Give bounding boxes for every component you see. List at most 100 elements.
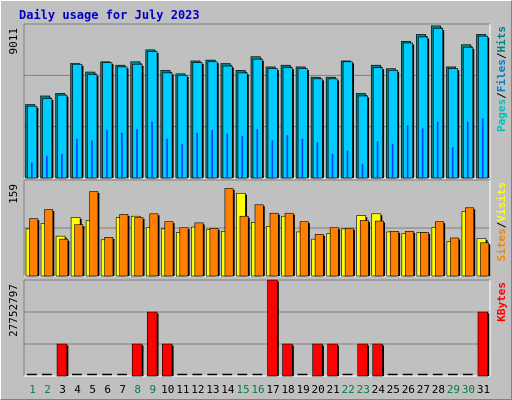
pages-bar bbox=[256, 129, 259, 178]
sites-bar bbox=[405, 231, 414, 277]
day-label: 27 bbox=[417, 383, 430, 396]
sites-bar bbox=[29, 218, 39, 277]
sites-bar bbox=[149, 213, 159, 277]
pages-bar bbox=[136, 129, 138, 178]
day-label: 11 bbox=[176, 383, 189, 396]
sites-bar bbox=[164, 221, 174, 277]
kbytes-bar bbox=[357, 343, 368, 377]
pages-bar bbox=[241, 136, 244, 178]
sites-bar bbox=[269, 212, 279, 277]
pages-bar bbox=[166, 138, 168, 178]
sites-bar bbox=[389, 231, 399, 277]
day-label: 9 bbox=[149, 383, 156, 396]
sites-bar bbox=[194, 222, 204, 277]
pages-bar bbox=[466, 121, 469, 178]
pages-bar bbox=[481, 118, 484, 178]
day-label: 14 bbox=[221, 383, 235, 396]
day-label: 13 bbox=[206, 383, 219, 396]
day-label: 23 bbox=[357, 383, 370, 396]
kbytes-bar bbox=[282, 343, 293, 377]
day-label: 10 bbox=[161, 383, 174, 396]
kbytes-panel-legend-item-0: KBytes bbox=[495, 282, 508, 322]
hits-panel-legend-item-2: Files bbox=[495, 59, 508, 92]
sites-bar bbox=[420, 232, 429, 277]
kbytes-bar bbox=[131, 343, 143, 377]
day-label: 6 bbox=[104, 383, 111, 396]
pages-bar bbox=[151, 121, 153, 178]
day-label: 3 bbox=[59, 383, 66, 396]
pages-bar bbox=[451, 147, 454, 178]
pages-bar bbox=[286, 135, 289, 178]
day-label: 12 bbox=[191, 383, 204, 396]
hits-panel-ymax-label: 9011 bbox=[7, 28, 20, 55]
pages-bar bbox=[316, 142, 319, 178]
kbytes-bar bbox=[146, 311, 158, 377]
sites-bar bbox=[89, 191, 99, 277]
pages-bar bbox=[31, 162, 33, 178]
hits-panel-legend: Pages/Files/Hits bbox=[495, 26, 508, 132]
kbytes-bar bbox=[267, 279, 278, 377]
pages-bar bbox=[391, 143, 394, 178]
day-label: 17 bbox=[266, 383, 279, 396]
day-label: 19 bbox=[296, 383, 309, 396]
sites-bar bbox=[209, 228, 219, 277]
kbytes-bar bbox=[372, 343, 383, 377]
sites-bar bbox=[104, 237, 114, 277]
kbytes-bar bbox=[327, 343, 338, 377]
kbytes-panel-legend: KBytes bbox=[495, 282, 508, 322]
pages-bar bbox=[406, 125, 409, 178]
pages-bar bbox=[211, 130, 213, 178]
pages-bar bbox=[331, 154, 334, 178]
day-label: 5 bbox=[89, 383, 96, 396]
visits-panel-legend-item-1: / bbox=[495, 221, 508, 228]
day-label: 1 bbox=[29, 383, 36, 396]
kbytes-bar bbox=[161, 343, 173, 377]
sites-bar bbox=[224, 188, 234, 277]
sites-bar bbox=[435, 221, 444, 277]
hits-panel-legend-item-4: Hits bbox=[495, 26, 508, 53]
sites-bar bbox=[374, 220, 384, 277]
day-label: 26 bbox=[402, 383, 415, 396]
day-label: 20 bbox=[312, 383, 325, 396]
day-label: 18 bbox=[281, 383, 294, 396]
day-label: 2 bbox=[44, 383, 51, 396]
kbytes-bar bbox=[312, 343, 323, 377]
page-title: Daily usage for July 2023 bbox=[19, 8, 200, 22]
pages-bar bbox=[226, 133, 229, 178]
sites-bar bbox=[480, 242, 490, 277]
sites-bar bbox=[239, 215, 249, 277]
day-label: 16 bbox=[251, 383, 264, 396]
hits-panel-legend-item-0: Pages bbox=[495, 99, 508, 132]
pages-bar bbox=[106, 130, 108, 178]
pages-bar bbox=[121, 132, 123, 178]
hits-panel-legend-item-1: / bbox=[495, 92, 508, 99]
kbytes-panel-ymax-label: 27752797 bbox=[7, 284, 20, 337]
hits-panel-legend-item-3: / bbox=[495, 52, 508, 59]
pages-bar bbox=[91, 140, 93, 178]
sites-bar bbox=[284, 212, 294, 277]
day-label: 7 bbox=[119, 383, 126, 396]
visits-panel-legend-item-0: Sites bbox=[495, 228, 508, 261]
sites-bar bbox=[359, 220, 369, 277]
pages-bar bbox=[46, 155, 48, 178]
day-label: 24 bbox=[372, 383, 386, 396]
day-label: 25 bbox=[387, 383, 400, 396]
sites-bar bbox=[179, 227, 189, 277]
day-label: 22 bbox=[342, 383, 355, 396]
pages-bar bbox=[301, 138, 304, 178]
day-label: 31 bbox=[477, 383, 490, 396]
day-label: 28 bbox=[432, 383, 445, 396]
sites-bar bbox=[329, 227, 339, 277]
day-label: 30 bbox=[462, 383, 475, 396]
sites-bar bbox=[119, 214, 129, 277]
day-label: 8 bbox=[134, 383, 141, 396]
day-label: 4 bbox=[74, 383, 81, 396]
sites-bar bbox=[344, 228, 354, 277]
visits-panel-legend-item-2: Visits bbox=[495, 182, 508, 222]
pages-bar bbox=[196, 132, 198, 178]
sites-bar bbox=[44, 209, 54, 277]
sites-bar bbox=[299, 221, 309, 277]
pages-bar bbox=[421, 128, 424, 178]
day-label: 15 bbox=[236, 383, 249, 396]
